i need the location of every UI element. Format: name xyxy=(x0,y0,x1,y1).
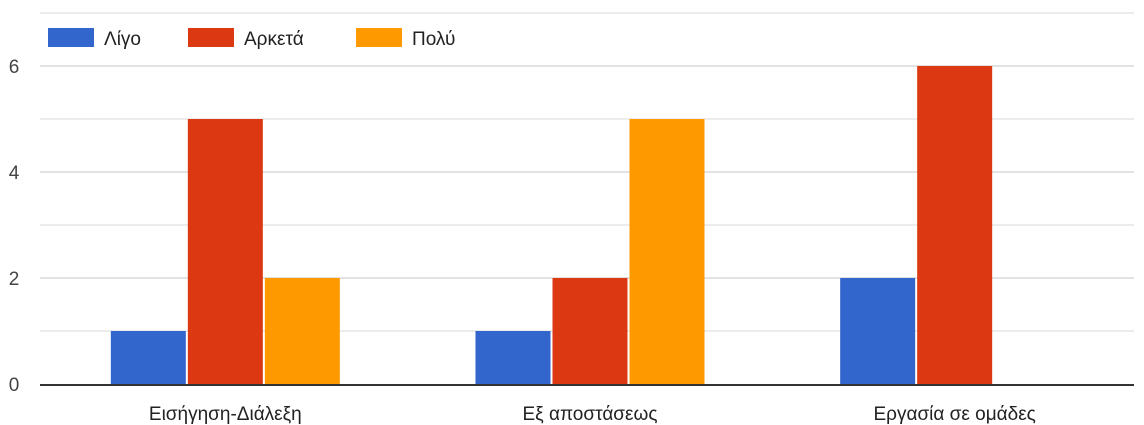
x-category-label-3: Εργασία σε ομάδες xyxy=(873,404,1035,425)
y-tick-label-4: 4 xyxy=(9,163,20,184)
y-tick-label-6: 6 xyxy=(9,57,20,78)
bar-1-3 xyxy=(264,278,340,384)
legend-swatch-2 xyxy=(188,28,234,47)
legend-swatch-1 xyxy=(48,28,94,47)
legend: Λίγο Αρκετά Πολύ xyxy=(48,28,455,50)
bars xyxy=(110,66,993,384)
bar-2-3 xyxy=(629,119,705,384)
y-tick-label-0: 0 xyxy=(9,375,20,396)
x-category-label-2: Εξ αποστάσεως xyxy=(523,404,658,425)
bar-2-1 xyxy=(475,331,551,384)
axes: 0 2 4 6 Εισήγηση-Διάλεξη Εξ αποστάσεως Εργασία… xyxy=(9,57,1134,425)
bar-2-2 xyxy=(552,278,628,384)
bar-3-1 xyxy=(840,278,916,384)
bar-3-2 xyxy=(917,66,993,384)
legend-swatch-3 xyxy=(356,28,402,47)
legend-label-2: Αρκετά xyxy=(244,29,304,50)
bar-1-2 xyxy=(187,119,263,384)
y-tick-label-2: 2 xyxy=(9,269,20,290)
legend-label-1: Λίγο xyxy=(104,29,141,50)
x-category-label-1: Εισήγηση-Διάλεξη xyxy=(149,404,302,425)
bar-1-1 xyxy=(110,331,186,384)
legend-label-3: Πολύ xyxy=(412,29,455,50)
